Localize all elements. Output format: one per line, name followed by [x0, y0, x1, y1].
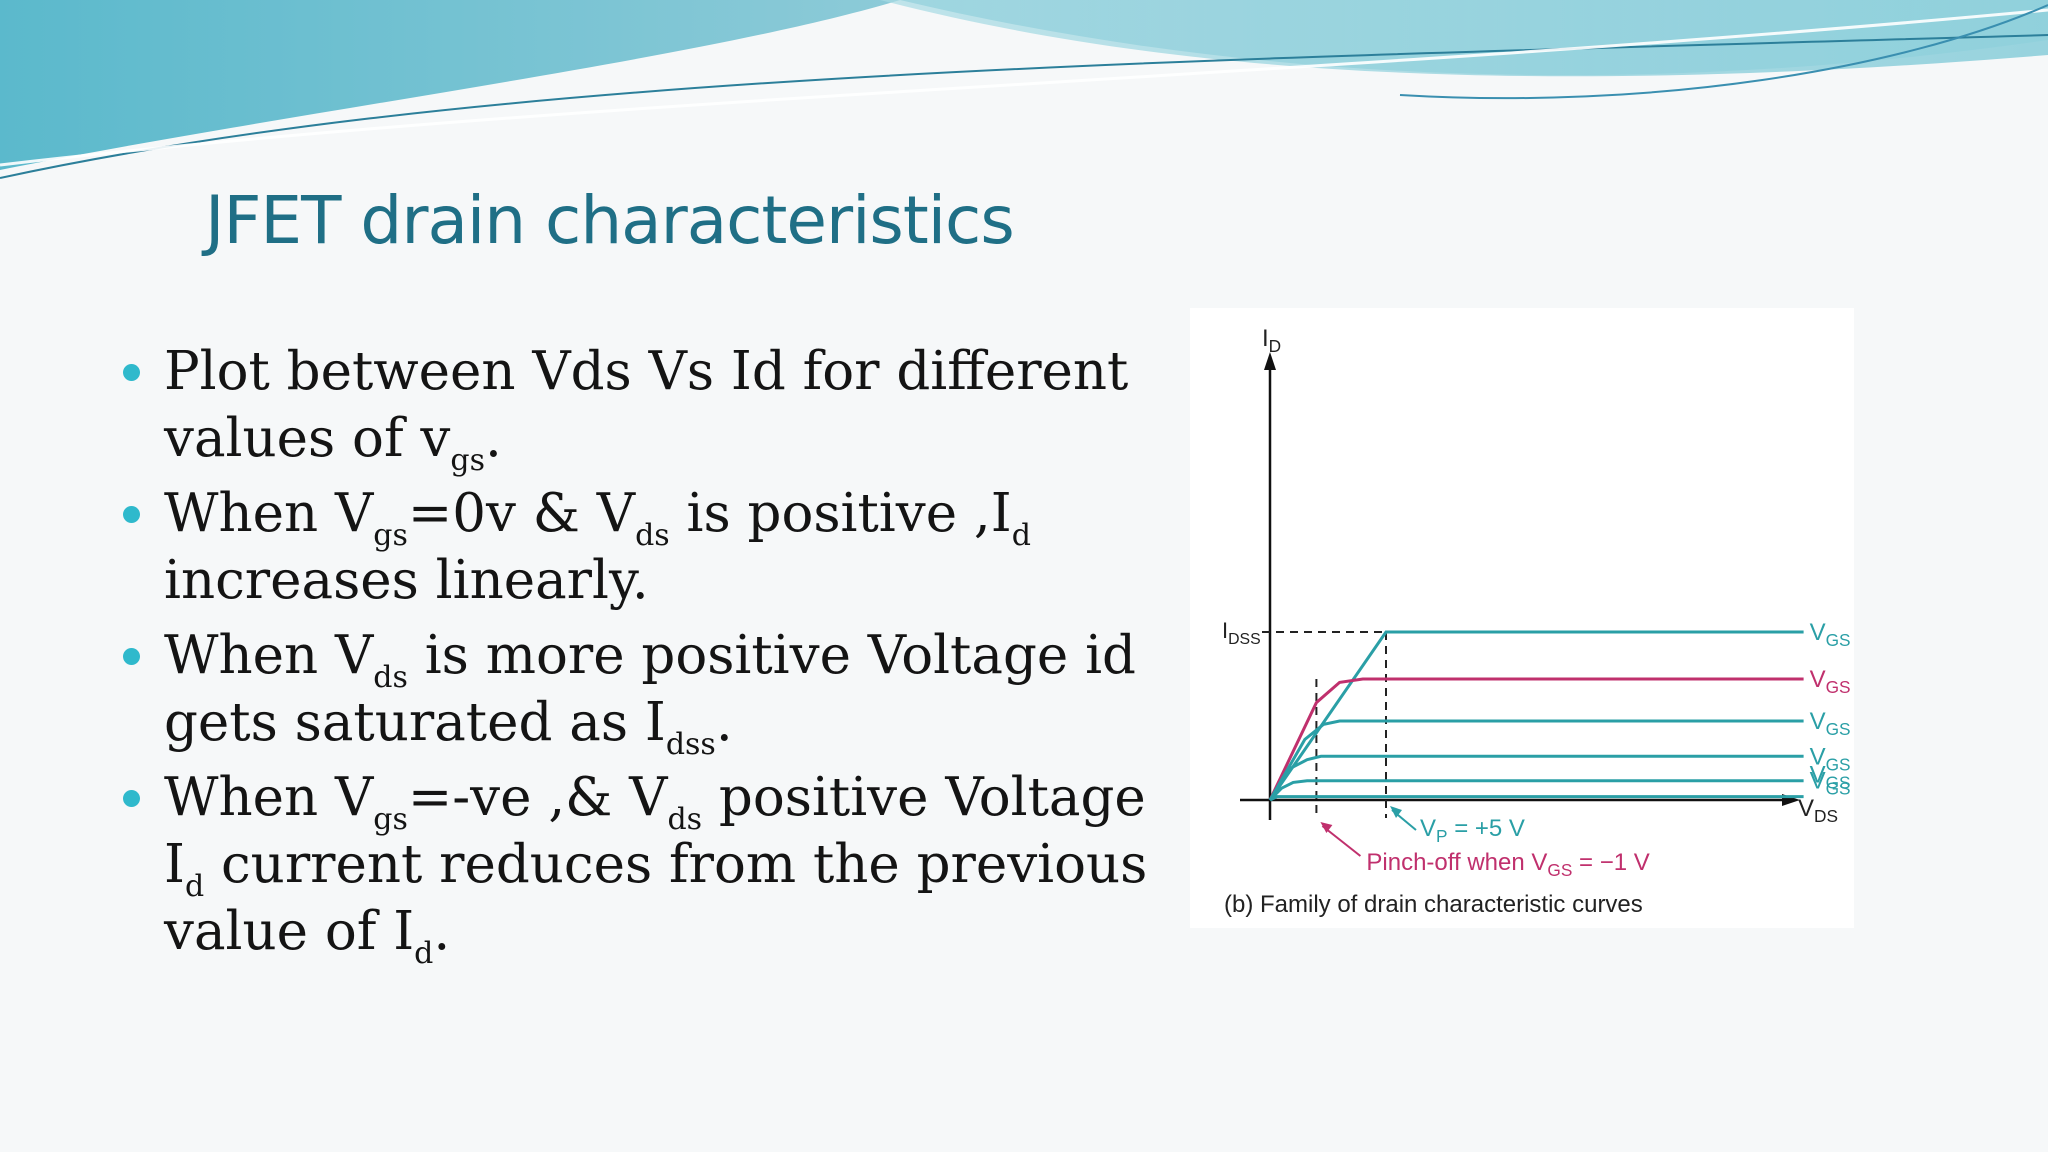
- slide-title: JFET drain characteristics: [205, 182, 1015, 259]
- y-axis-label-sub: D: [1269, 336, 1281, 356]
- pinch-arrow-head-icon: [1320, 822, 1333, 833]
- curve-label-text: V: [1810, 619, 1826, 646]
- vp-label: VP = +5 V: [1420, 815, 1525, 846]
- curve-label-text: = −3: [1851, 743, 1854, 770]
- vp-label-sub: P: [1436, 826, 1448, 846]
- curve-label-sub: GS: [1826, 719, 1851, 739]
- bullet-subscript: d: [184, 869, 205, 904]
- curve-label-text: V: [1810, 708, 1826, 735]
- bullet-text: When V: [164, 625, 374, 686]
- x-axis-label-text: V: [1798, 795, 1814, 822]
- bullet-subscript: ds: [667, 802, 703, 837]
- idss-tick-label-sub: DSS: [1228, 631, 1261, 648]
- bullet-subscript: dss: [665, 727, 716, 762]
- bullet-dot-icon: [123, 648, 140, 665]
- bullet-text: When V: [164, 483, 374, 544]
- bullet-text: .: [433, 901, 451, 962]
- vgs-off-label-text: V: [1810, 762, 1826, 789]
- x-axis-label: VDS: [1798, 795, 1838, 826]
- curve-label-sub: GS: [1826, 754, 1851, 774]
- vgs-off-label: VGS = VGS(off) = −5 V: [1810, 762, 1854, 793]
- bullet-text: .: [484, 408, 502, 469]
- curve-vgs-1: [1268, 677, 1804, 801]
- curve-label-text: = −1 V: [1851, 666, 1854, 693]
- bullet-dot-icon: [123, 790, 140, 807]
- bullet-subscript: gs: [373, 518, 408, 553]
- curve-vgs-3: [1268, 754, 1804, 801]
- vgs-off-label-sub: GS: [1826, 773, 1851, 793]
- bullet-item: When Vgs=0v & Vds is positive ,Id increa…: [120, 480, 1180, 614]
- bullet-subscript: d: [1011, 518, 1031, 553]
- y-axis-label: ID: [1262, 325, 1281, 356]
- curve-label-sub: GS: [1826, 630, 1851, 650]
- pinch-arrow: [1321, 825, 1362, 857]
- bullet-text: increases linearly.: [164, 550, 649, 611]
- vgs-off-label-text: = V: [1851, 762, 1854, 789]
- curve-vgs-2: [1268, 719, 1804, 801]
- curve-label-text: = 0: [1851, 619, 1854, 646]
- curve-vgs-4: [1268, 779, 1804, 802]
- y-axis-label-text: I: [1262, 325, 1269, 352]
- bullet-dot-icon: [123, 506, 140, 523]
- curve-label-text: V: [1810, 666, 1826, 693]
- y-axis-arrow-icon: [1264, 352, 1276, 370]
- curve-label: VGS = −4 V: [1810, 768, 1854, 799]
- bullet-list: Plot between Vds Vs Id for different val…: [120, 338, 1180, 973]
- vp-label-text: = +5 V: [1448, 815, 1525, 842]
- bullet-subscript: ds: [635, 518, 670, 553]
- bullet-text: positive Voltage I: [164, 767, 1146, 895]
- curve-vgs-5: [1269, 795, 1804, 802]
- header-wave-decoration: [0, 0, 2048, 179]
- curve-label-text: V: [1810, 768, 1826, 795]
- bullet-text: =-ve ,& V: [407, 767, 668, 828]
- bullet-subscript: gs: [373, 802, 408, 837]
- pinch-off-label-text: = −1 V: [1572, 849, 1649, 876]
- bullet-text: When V: [164, 767, 374, 828]
- curve-label-text: = −4 V: [1851, 768, 1854, 795]
- bullet-text: =0v & V: [407, 483, 636, 544]
- bullet-subscript: d: [414, 936, 434, 971]
- curve-label: VGS = −2 V: [1810, 708, 1854, 739]
- x-axis-label-sub: DS: [1814, 806, 1838, 826]
- vp-label-text: V: [1420, 815, 1436, 842]
- pinch-off-label: Pinch-off when VGS = −1 V: [1366, 849, 1649, 880]
- vp-arrow-head-icon: [1390, 806, 1402, 818]
- pinch-off-label-sub: GS: [1547, 860, 1572, 880]
- bullet-item: Plot between Vds Vs Id for different val…: [120, 338, 1180, 476]
- bullet-item: When Vds is more positive Voltage id get…: [120, 622, 1180, 760]
- bullet-text: is positive ,I: [669, 483, 1012, 544]
- bullet-text: is more positive Voltage id gets saturat…: [164, 625, 1136, 753]
- curve-label-text: V: [1810, 743, 1826, 770]
- curve-vgs-0: [1268, 630, 1804, 801]
- bullet-text: Plot between Vds Vs Id for different val…: [164, 341, 1129, 469]
- figure-caption: (b) Family of drain characteristic curve…: [1224, 891, 1643, 918]
- bullet-text: .: [715, 692, 733, 753]
- bullet-item: When Vgs=-ve ,& Vds positive Voltage Id …: [120, 764, 1180, 969]
- idss-tick-label: IDSS: [1222, 618, 1261, 648]
- bullet-subscript: ds: [373, 660, 408, 695]
- bullet-text: current reduces from the previous value …: [164, 834, 1148, 962]
- pinch-off-label-text: Pinch-off when V: [1366, 849, 1547, 876]
- curve-label-text: = −2 V: [1851, 708, 1854, 735]
- curve-label-sub: GS: [1826, 677, 1851, 697]
- bullet-dot-icon: [123, 364, 140, 381]
- idss-tick-label-text: I: [1222, 618, 1228, 643]
- curve-label: VGS = −3: [1810, 743, 1854, 774]
- curve-label-sub: GS: [1826, 779, 1851, 799]
- curve-label: VGS = 0: [1810, 619, 1854, 650]
- curve-label: VGS = −1 V: [1810, 666, 1854, 697]
- bullet-subscript: gs: [450, 443, 485, 478]
